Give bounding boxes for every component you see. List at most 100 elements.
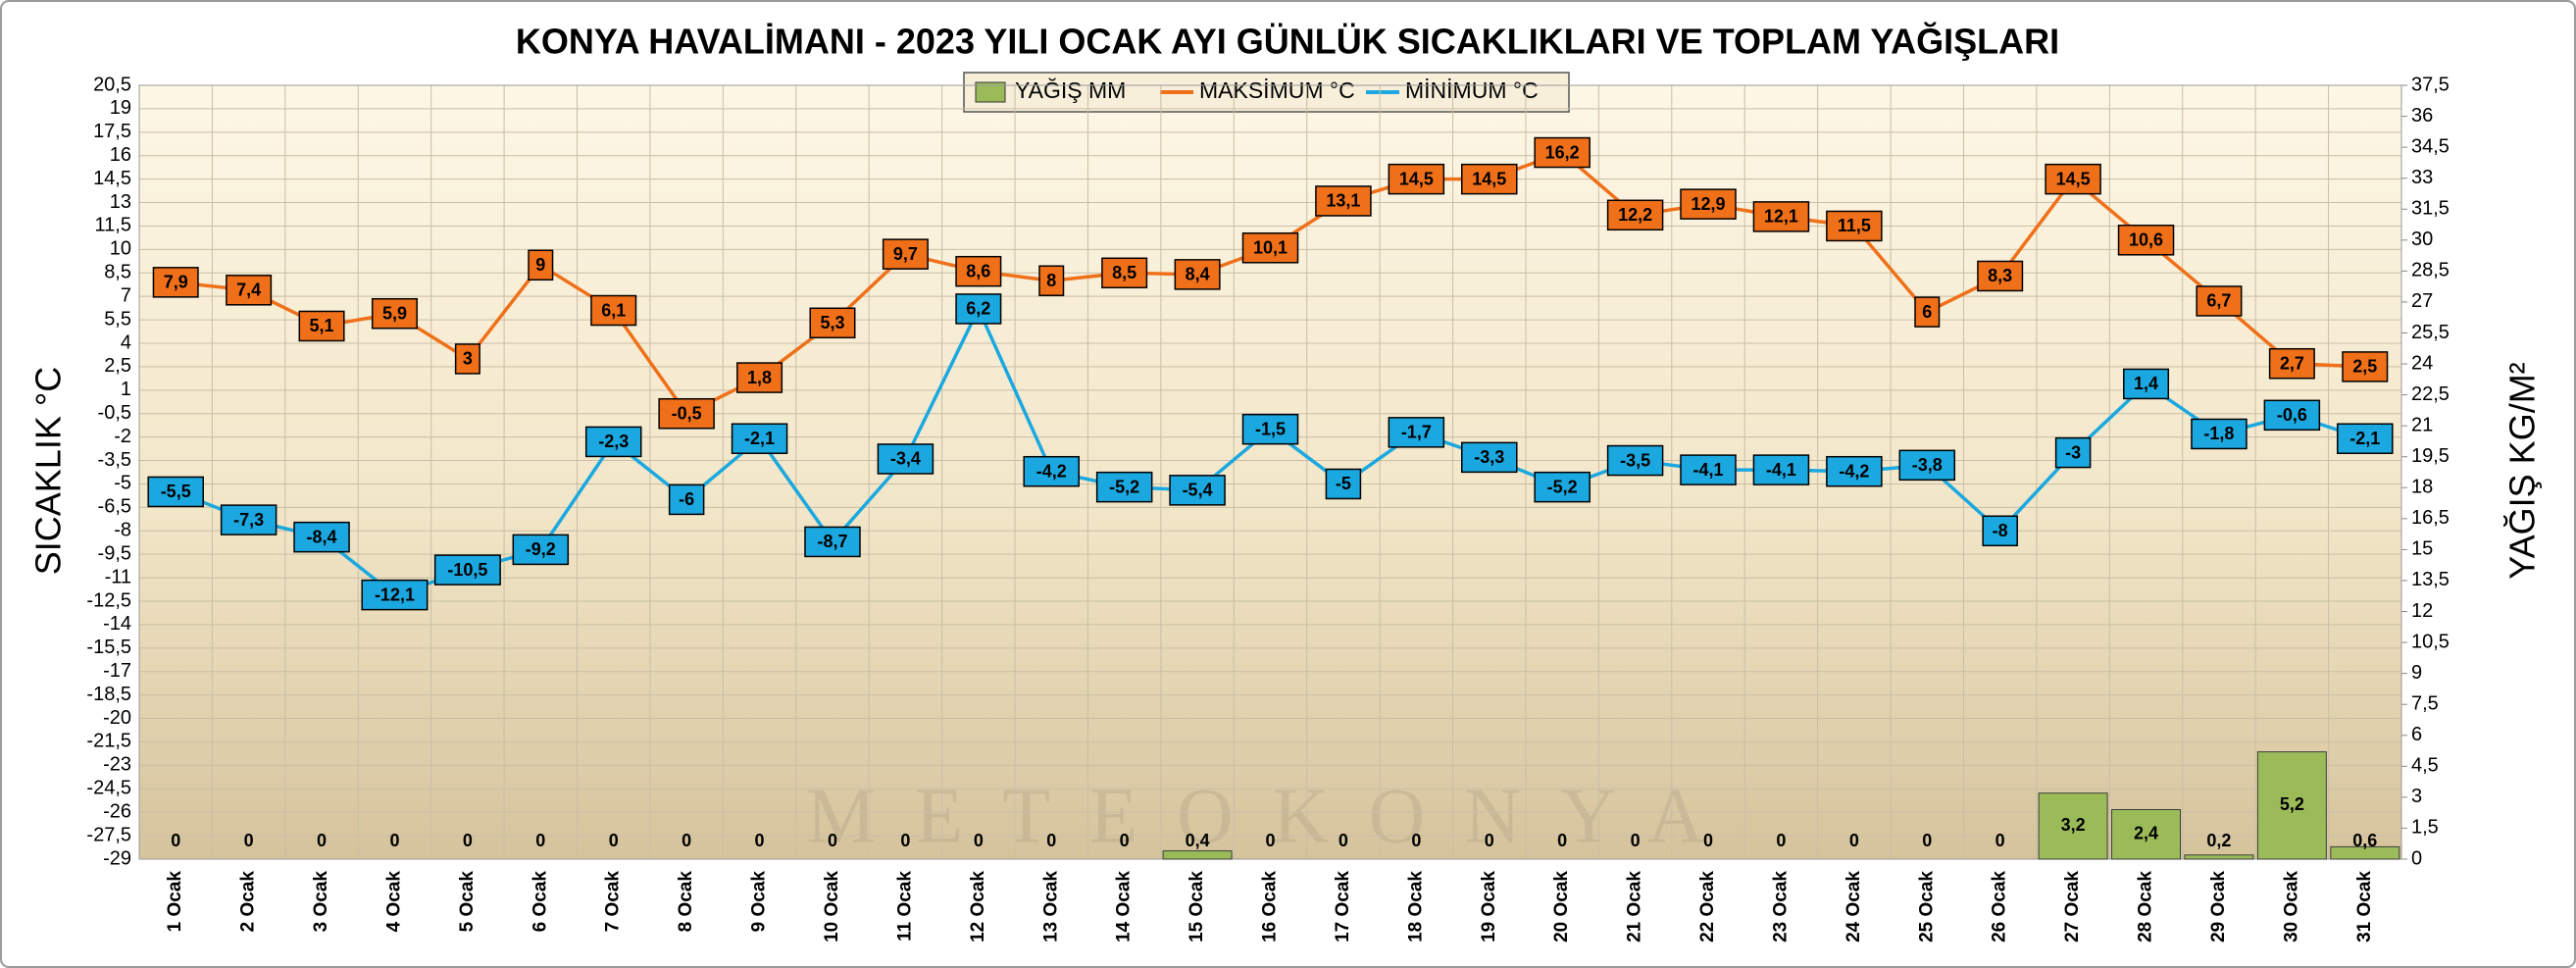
y-tick-label: -21,5	[86, 731, 131, 752]
x-tick-label: 24 Ocak	[1844, 871, 1864, 943]
x-tick-label: 12 Ocak	[968, 871, 988, 943]
data-label: -4,1	[1693, 460, 1724, 480]
data-label: -10,5	[447, 560, 487, 580]
data-label: 0,4	[1186, 831, 1210, 850]
marker	[736, 362, 783, 393]
data-label: -1,5	[1255, 419, 1286, 438]
marker	[220, 504, 278, 535]
data-label: 7,9	[164, 273, 188, 292]
marker	[658, 397, 715, 430]
x-tick-label: 3 Ocak	[311, 871, 331, 933]
marker	[955, 255, 1002, 287]
marker	[512, 534, 570, 566]
x-tick-label: 14 Ocak	[1114, 871, 1135, 943]
x-tick-label: 23 Ocak	[1770, 871, 1791, 943]
x-tick-label: 19 Ocak	[1479, 871, 1499, 943]
data-label: -12,1	[375, 585, 415, 604]
data-label: 0	[828, 831, 837, 850]
y-tick-label: -23	[103, 754, 131, 776]
marker	[2342, 351, 2389, 382]
marker	[1680, 188, 1737, 220]
y-tick-label: -27,5	[86, 824, 131, 845]
marker	[731, 423, 788, 454]
marker	[590, 294, 637, 327]
x-tick-label: 31 Ocak	[2354, 871, 2375, 943]
data-label: 6,7	[2206, 291, 2231, 311]
x-tick-label: 17 Ocak	[1333, 871, 1353, 943]
data-label: 8,4	[1186, 265, 1210, 284]
x-tick-label: 10 Ocak	[822, 871, 842, 943]
y2-tick-label: 6	[2411, 724, 2422, 745]
marker	[226, 275, 273, 306]
bar	[2111, 809, 2182, 860]
y-tick-label: -18,5	[86, 684, 131, 705]
marker	[1461, 163, 1518, 195]
data-label: 5,9	[382, 303, 407, 323]
x-tick-label: 2 Ocak	[238, 871, 259, 933]
marker	[584, 426, 642, 458]
marker	[293, 521, 350, 553]
data-label: 14,5	[1472, 169, 1506, 188]
bar	[2038, 792, 2108, 860]
y-tick-label: -0,5	[98, 402, 131, 424]
y2-tick-label: 36	[2411, 105, 2433, 127]
data-label: -1,8	[2203, 424, 2234, 443]
y-tick-label: -12,5	[86, 589, 131, 611]
x-tick-label: 13 Ocak	[1040, 871, 1061, 943]
legend-box	[963, 72, 1570, 113]
data-label: 3	[463, 349, 473, 369]
y-tick-label: -15,5	[86, 637, 131, 658]
marker	[1315, 185, 1372, 217]
data-label: -3	[2065, 442, 2081, 462]
marker	[1023, 455, 1080, 487]
marker	[668, 484, 705, 516]
y2-tick-label: 9	[2411, 662, 2422, 684]
y2-tick-label: 15	[2411, 538, 2433, 560]
y-tick-label: -14	[103, 613, 131, 635]
data-label: -3,3	[1474, 447, 1504, 467]
data-label: -4,2	[1839, 461, 1869, 481]
bar	[2256, 751, 2327, 860]
y2-tick-label: 16,5	[2411, 507, 2450, 529]
marker	[1325, 468, 1362, 500]
marker	[361, 579, 429, 611]
data-label: 0	[535, 831, 545, 850]
y2-tick-label: 13,5	[2411, 569, 2450, 590]
data-label: -6	[679, 489, 694, 509]
marker	[1241, 232, 1299, 264]
y2-tick-label: 21	[2411, 414, 2433, 435]
data-label: -2,3	[598, 432, 629, 451]
marker	[1826, 210, 1883, 242]
data-label: -2,1	[744, 429, 775, 448]
y-tick-label: -5	[114, 473, 131, 494]
y-tick-label: 19	[110, 97, 131, 119]
marker	[2196, 285, 2243, 317]
data-label: -3,8	[1912, 455, 1943, 475]
x-tick-label: 4 Ocak	[383, 871, 404, 933]
y2-tick-label: 7,5	[2411, 692, 2439, 714]
legend-label: MİNİMUM °C	[1405, 77, 1539, 103]
marker	[2337, 423, 2394, 454]
marker	[1914, 296, 1941, 328]
marker	[877, 443, 934, 475]
data-label: 0	[1849, 831, 1859, 850]
data-label: 0	[1557, 831, 1567, 850]
x-tick-label: 20 Ocak	[1551, 871, 1572, 943]
marker	[1752, 454, 1810, 485]
marker	[2268, 347, 2315, 380]
y-tick-label: -6,5	[98, 496, 131, 518]
marker	[1095, 471, 1153, 503]
data-label: 0	[317, 831, 327, 850]
marker	[152, 267, 199, 298]
data-label: 9	[535, 255, 545, 275]
marker	[2054, 436, 2092, 469]
x-tick-label: 9 Ocak	[749, 871, 770, 933]
data-label: 0	[609, 831, 619, 850]
data-label: 0,2	[2206, 831, 2231, 850]
marker	[433, 554, 501, 586]
data-label: -8	[1993, 521, 2008, 540]
x-tick-label: 29 Ocak	[2208, 871, 2229, 943]
data-label: -0,6	[2277, 405, 2307, 425]
y2-tick-label: 31,5	[2411, 198, 2450, 220]
